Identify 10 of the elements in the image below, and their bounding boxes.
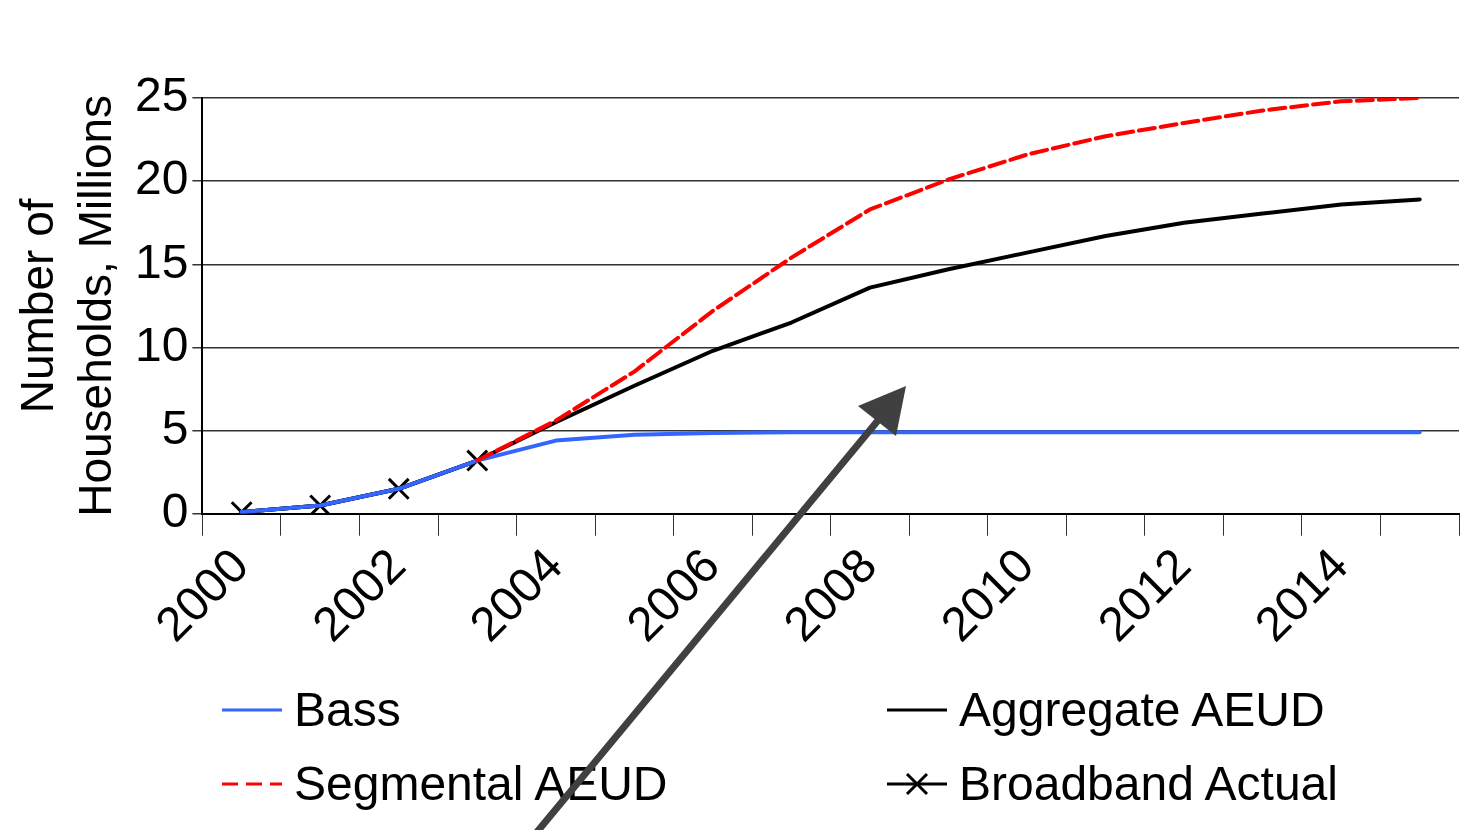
y-tick-label: 15: [135, 234, 189, 288]
y-tick-label: 5: [161, 400, 189, 454]
legend-label: Aggregate AEUD: [959, 682, 1325, 738]
y-tick-label: 0: [161, 484, 189, 537]
y-axis-title: Number of Households, Millions: [11, 94, 121, 517]
y-tick-label: 20: [135, 151, 189, 205]
legend-label: Broadband Actual: [959, 756, 1338, 812]
legend-label: Bass: [294, 682, 401, 738]
y-tick-label: 25: [135, 68, 189, 122]
y-tick-label: 10: [135, 317, 189, 371]
